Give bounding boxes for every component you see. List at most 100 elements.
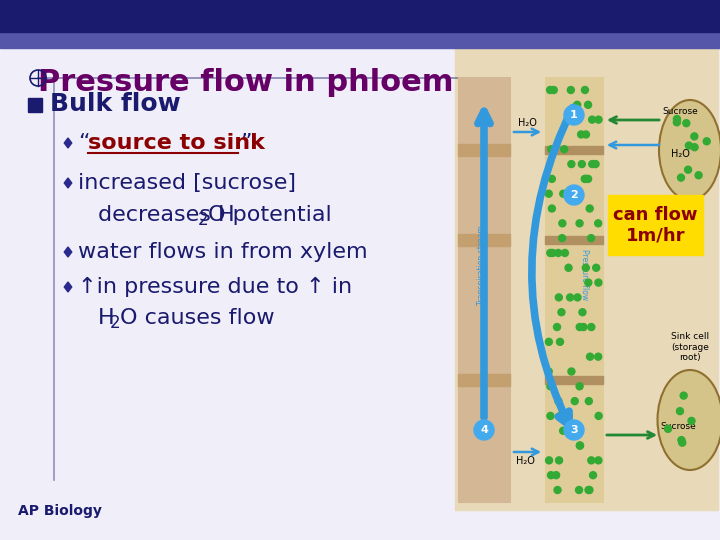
Circle shape xyxy=(546,457,552,464)
Text: decreases H: decreases H xyxy=(98,205,235,225)
Circle shape xyxy=(585,102,592,109)
Circle shape xyxy=(565,413,572,420)
Text: AP Biology: AP Biology xyxy=(18,504,102,518)
Circle shape xyxy=(595,220,602,227)
Polygon shape xyxy=(64,282,72,292)
Circle shape xyxy=(565,264,572,271)
Polygon shape xyxy=(64,247,72,257)
Circle shape xyxy=(548,146,555,153)
Text: increased [sucrose]: increased [sucrose] xyxy=(78,173,296,193)
Circle shape xyxy=(561,146,567,153)
Circle shape xyxy=(678,174,685,181)
Text: source to sink: source to sink xyxy=(88,133,265,153)
Circle shape xyxy=(568,160,575,167)
Text: 2: 2 xyxy=(110,314,121,332)
Bar xyxy=(458,374,510,386)
Circle shape xyxy=(589,160,595,167)
Circle shape xyxy=(567,294,574,301)
Text: Pressure flow: Pressure flow xyxy=(580,249,588,301)
Circle shape xyxy=(688,417,695,424)
Text: Pressure flow in phloem: Pressure flow in phloem xyxy=(38,68,454,97)
Circle shape xyxy=(582,86,588,93)
Circle shape xyxy=(585,279,592,286)
Circle shape xyxy=(568,368,575,375)
Circle shape xyxy=(555,294,562,301)
Polygon shape xyxy=(64,178,72,188)
Circle shape xyxy=(703,138,710,145)
Circle shape xyxy=(567,190,574,197)
Text: H₂O: H₂O xyxy=(670,149,690,159)
Text: 2: 2 xyxy=(570,190,578,200)
Circle shape xyxy=(593,264,600,271)
Text: ”: ” xyxy=(240,133,251,153)
Circle shape xyxy=(586,487,593,494)
Circle shape xyxy=(549,249,556,256)
Circle shape xyxy=(562,249,568,256)
Circle shape xyxy=(555,397,562,404)
Text: O potential: O potential xyxy=(208,205,332,225)
Circle shape xyxy=(680,392,687,399)
Circle shape xyxy=(582,176,590,183)
Circle shape xyxy=(673,119,680,126)
Circle shape xyxy=(549,205,555,212)
Circle shape xyxy=(576,442,583,449)
Circle shape xyxy=(588,457,595,464)
Circle shape xyxy=(679,439,685,446)
Circle shape xyxy=(574,294,581,301)
Circle shape xyxy=(589,116,595,123)
Bar xyxy=(545,376,603,384)
Bar xyxy=(608,195,703,255)
Circle shape xyxy=(683,120,690,127)
Circle shape xyxy=(677,408,683,415)
Circle shape xyxy=(590,471,597,478)
Text: Sucrose: Sucrose xyxy=(660,422,696,431)
Bar xyxy=(458,234,510,246)
Text: can flow
1m/hr: can flow 1m/hr xyxy=(613,206,698,245)
Circle shape xyxy=(576,220,583,227)
Text: ↑in pressure due to ↑ in: ↑in pressure due to ↑ in xyxy=(78,277,352,297)
Circle shape xyxy=(558,309,565,316)
Circle shape xyxy=(582,264,589,271)
Circle shape xyxy=(585,397,593,404)
Text: H₂O: H₂O xyxy=(516,456,535,466)
Circle shape xyxy=(582,131,590,138)
Circle shape xyxy=(691,144,698,151)
Circle shape xyxy=(559,190,567,197)
Text: Sieve tube
(phloem): Sieve tube (phloem) xyxy=(549,30,598,49)
Circle shape xyxy=(678,437,685,444)
Text: water flows in from xylem: water flows in from xylem xyxy=(78,242,368,262)
Bar xyxy=(545,146,603,154)
Text: 4: 4 xyxy=(480,425,488,435)
Circle shape xyxy=(547,383,554,390)
Text: Source cell
(leaf): Source cell (leaf) xyxy=(666,30,716,49)
Circle shape xyxy=(685,142,693,149)
Bar xyxy=(0,0,720,32)
Circle shape xyxy=(578,160,585,167)
Text: “: “ xyxy=(78,133,89,153)
Bar xyxy=(545,77,603,502)
Circle shape xyxy=(545,190,552,197)
Text: 2: 2 xyxy=(198,211,209,229)
Circle shape xyxy=(550,86,557,93)
Circle shape xyxy=(574,116,581,123)
Circle shape xyxy=(592,160,599,167)
Ellipse shape xyxy=(657,370,720,470)
Text: Sucrose: Sucrose xyxy=(662,107,698,116)
Circle shape xyxy=(595,413,602,420)
Circle shape xyxy=(595,353,602,360)
Ellipse shape xyxy=(659,100,720,200)
Circle shape xyxy=(564,116,572,123)
Circle shape xyxy=(685,166,692,173)
Circle shape xyxy=(665,426,672,433)
Circle shape xyxy=(585,487,592,494)
Circle shape xyxy=(564,185,584,205)
Circle shape xyxy=(574,102,581,109)
Bar xyxy=(0,32,720,48)
Bar xyxy=(28,98,42,112)
Text: O causes flow: O causes flow xyxy=(120,308,274,328)
Circle shape xyxy=(557,413,564,420)
Circle shape xyxy=(565,190,572,197)
Circle shape xyxy=(571,397,578,404)
Circle shape xyxy=(556,457,562,464)
Circle shape xyxy=(474,420,494,440)
